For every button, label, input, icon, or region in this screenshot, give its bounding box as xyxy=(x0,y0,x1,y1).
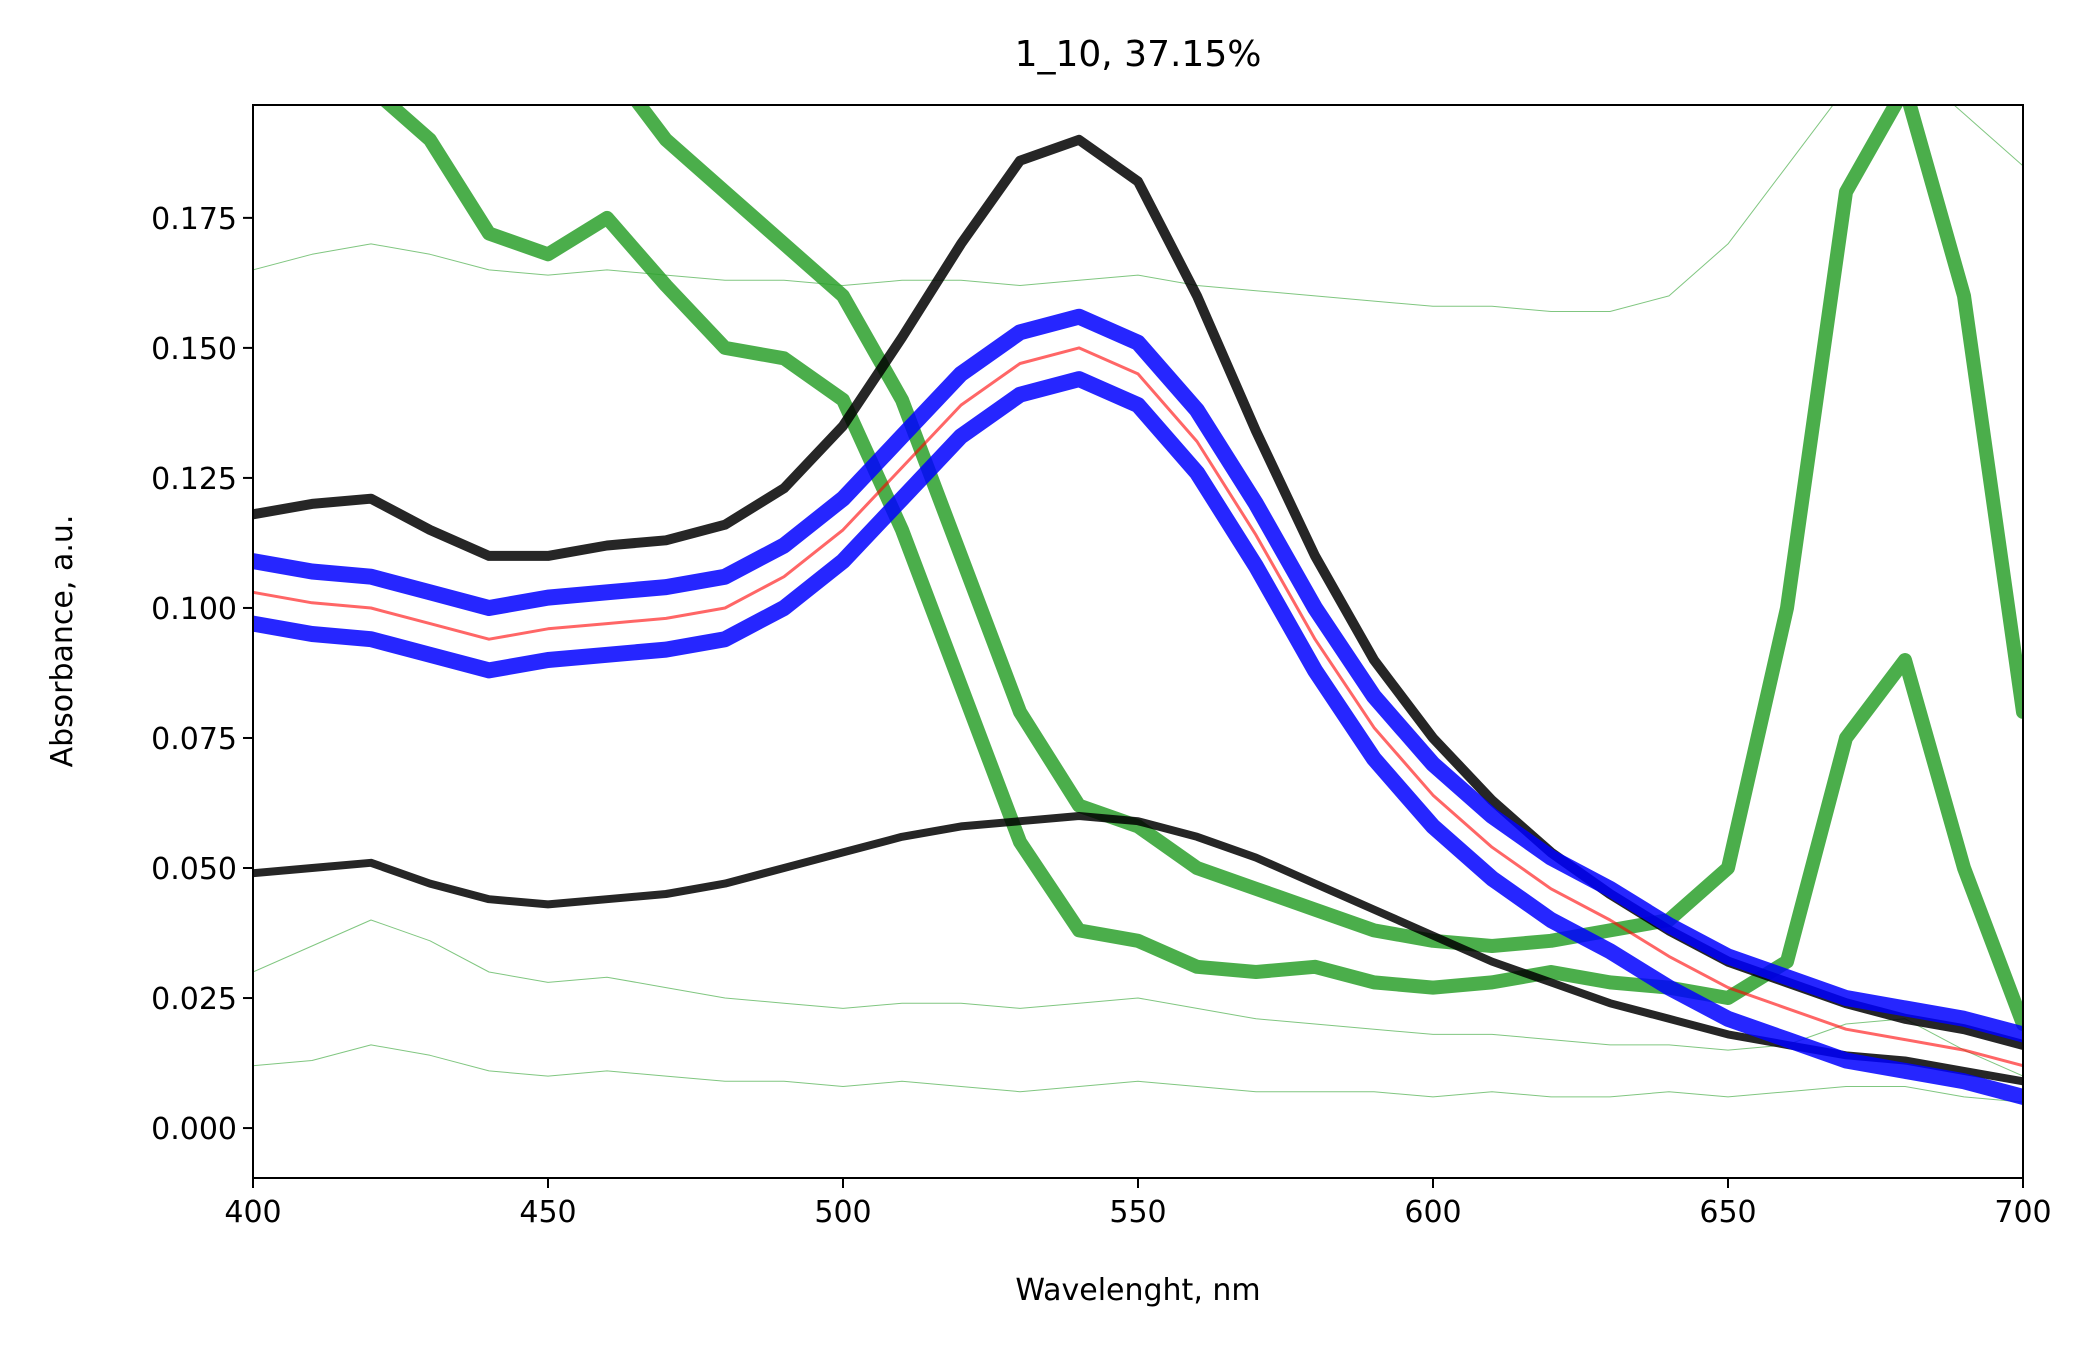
x-tick-label: 700 xyxy=(1994,1195,2051,1230)
chart-title: 1_10, 37.15% xyxy=(1015,34,1262,75)
y-tick-label: 0.150 xyxy=(151,332,237,367)
x-tick-label: 500 xyxy=(814,1195,871,1230)
y-tick-label: 0.050 xyxy=(151,852,237,887)
series-line xyxy=(630,105,2023,953)
x-tick-label: 450 xyxy=(519,1195,576,1230)
series-line xyxy=(253,308,2023,1043)
x-axis-label: Wavelenght, nm xyxy=(1015,1273,1260,1308)
y-tick-label: 0.175 xyxy=(151,202,237,237)
series-line xyxy=(379,105,2023,1031)
x-tick-label: 400 xyxy=(224,1195,281,1230)
plot-lines xyxy=(253,105,2023,1105)
series-line xyxy=(253,346,2023,1068)
y-tick-label: 0.075 xyxy=(151,722,237,757)
series-line xyxy=(253,371,2023,1105)
y-tick-label: 0.100 xyxy=(151,592,237,627)
y-tick-label: 0.025 xyxy=(151,982,237,1017)
series-line xyxy=(253,812,2023,1086)
x-tick-label: 650 xyxy=(1699,1195,1756,1230)
x-tick-label: 550 xyxy=(1109,1195,1166,1230)
y-axis-label: Absorbance, a.u. xyxy=(45,515,80,768)
series-line xyxy=(253,1044,2023,1103)
y-tick-label: 0.000 xyxy=(151,1112,237,1147)
series-line xyxy=(253,105,2023,312)
series-line xyxy=(253,919,2023,1077)
y-tick-label: 0.125 xyxy=(151,462,237,497)
x-tick-label: 600 xyxy=(1404,1195,1461,1230)
